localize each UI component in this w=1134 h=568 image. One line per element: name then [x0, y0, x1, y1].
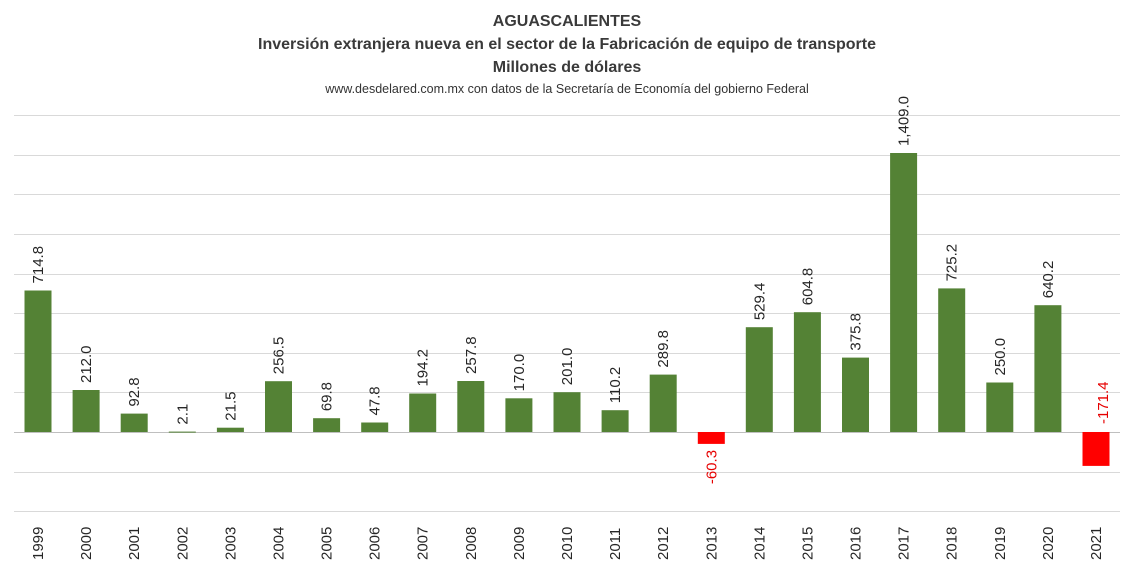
- bar-2018: [938, 288, 966, 432]
- x-tick-label: 2006: [367, 527, 384, 560]
- x-tick-label: 2001: [126, 527, 143, 560]
- data-label-1999: 714.8: [30, 246, 47, 284]
- x-tick-label: 2018: [944, 527, 961, 560]
- x-tick-label: 2020: [1040, 527, 1057, 560]
- bar-2016: [842, 357, 869, 432]
- chart-source: www.desdelared.com.mx con datos de la Se…: [325, 82, 809, 96]
- bar-2003: [216, 427, 244, 432]
- data-label-2020: 640.2: [1040, 261, 1057, 299]
- data-label-2011: 110.2: [607, 367, 624, 403]
- data-label-2008: 257.8: [463, 336, 480, 374]
- bar-2001: [120, 413, 148, 432]
- data-label-2010: 201.0: [559, 348, 576, 386]
- data-label-2014: 529.4: [751, 283, 768, 321]
- data-label-2003: 21.5: [222, 392, 239, 421]
- data-label-2005: 69.8: [319, 382, 336, 411]
- bar-2006: [361, 422, 389, 432]
- x-tick-label: 2002: [174, 527, 191, 560]
- data-label-2004: 256.5: [270, 337, 287, 375]
- x-tick-label: 2009: [511, 527, 528, 560]
- bar-2007: [409, 393, 437, 432]
- chart-subtitle: Inversión extranjera nueva en el sector …: [258, 36, 876, 53]
- bar-2010: [553, 392, 581, 432]
- chart-unit-line: Millones de dólares: [492, 59, 642, 76]
- bar-2020: [1034, 305, 1062, 432]
- bar-2013: [697, 432, 725, 444]
- x-tick-label: 2008: [463, 527, 480, 560]
- bar-2005: [313, 418, 341, 432]
- bar-2000: [72, 390, 100, 432]
- bar-2002: [168, 431, 196, 433]
- x-tick-label: 2003: [222, 527, 239, 560]
- x-tick-label: 2004: [270, 527, 287, 560]
- chart-title: AGUASCALIENTES: [492, 13, 642, 30]
- data-label-2017: 1,409.0: [896, 96, 913, 146]
- bar-2008: [457, 381, 485, 432]
- bar-2011: [601, 410, 629, 432]
- data-label-2007: 194.2: [415, 349, 432, 387]
- x-tick-label: 2019: [992, 527, 1009, 560]
- data-label-2019: 250.0: [992, 338, 1009, 376]
- x-tick-label: 2012: [655, 527, 672, 560]
- data-label-2002: 2.1: [174, 404, 191, 425]
- data-label-2018: 725.2: [944, 244, 961, 282]
- x-tick-label: 2000: [78, 527, 95, 560]
- data-label-2015: 604.8: [799, 268, 816, 306]
- x-tick-label: 2016: [848, 527, 865, 560]
- data-label-2021: -171.4: [1095, 381, 1112, 424]
- x-tick-label: 2007: [415, 527, 432, 560]
- bar-2014: [745, 327, 773, 432]
- x-tick-label: 2011: [607, 528, 624, 560]
- x-tick-label: 2014: [751, 527, 768, 560]
- bar-1999: [24, 290, 52, 432]
- x-tick-label: 2017: [896, 527, 913, 560]
- chart-titles: AGUASCALIENTES Inversión extranjera nuev…: [0, 10, 1134, 99]
- data-label-2000: 212.0: [78, 345, 95, 383]
- x-tick-label: 2010: [559, 527, 576, 560]
- bar-2012: [649, 374, 677, 432]
- x-tick-label: 2013: [703, 527, 720, 560]
- data-label-2016: 375.8: [848, 313, 865, 351]
- data-label-2009: 170.0: [511, 354, 528, 392]
- bar-2015: [793, 312, 821, 432]
- x-tick-label: 1999: [30, 527, 47, 560]
- x-tick-label: 2015: [799, 527, 816, 560]
- bar-2021: [1082, 432, 1110, 466]
- data-label-2013: -60.3: [703, 450, 720, 484]
- data-label-2006: 47.8: [367, 386, 384, 415]
- x-tick-label: 2021: [1088, 527, 1105, 560]
- bar-2017: [890, 153, 918, 432]
- data-label-2012: 289.8: [655, 330, 672, 368]
- bar-2004: [265, 381, 292, 432]
- data-label-2001: 92.8: [126, 377, 143, 406]
- bar-2019: [986, 382, 1014, 432]
- bar-2009: [505, 398, 533, 432]
- x-tick-label: 2005: [319, 527, 336, 560]
